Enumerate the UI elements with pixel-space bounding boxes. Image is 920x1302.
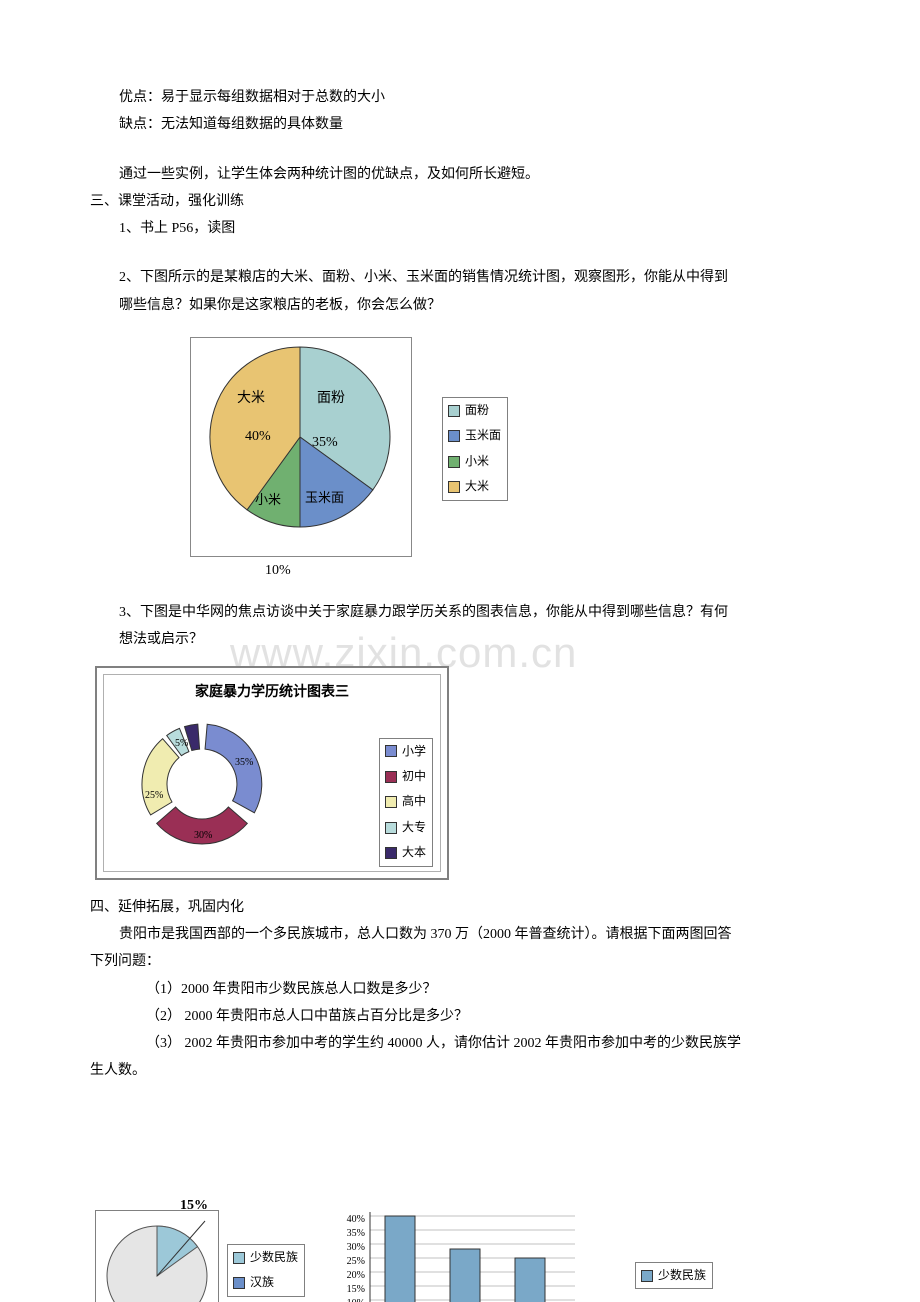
paragraph: 1、书上 P56，读图	[119, 215, 920, 242]
paragraph: 优点：易于显示每组数据相对于总数的大小	[119, 84, 920, 111]
bottom-pie-legend: 少数民族 汉族	[227, 1244, 305, 1297]
bar-2	[450, 1249, 480, 1302]
donut-legend: 小学 初中 高中 大专 大本	[379, 738, 433, 867]
pie-pct-flour: 35%	[312, 429, 338, 456]
bar-1	[385, 1216, 415, 1302]
pie-label-rice: 大米	[237, 385, 265, 412]
question: （1）2000 年贵阳市少数民族总人口数是多少？	[146, 976, 920, 1003]
pie-pct-millet: 10%	[265, 557, 291, 584]
grain-pie-chart: 大米 面粉 40% 35% 小米 玉米面 10% 面粉 玉米面 小米 大米	[190, 337, 550, 597]
bar-svg	[345, 1192, 625, 1302]
paragraph: 哪些信息？如果你是这家粮店的老板，你会怎么做？	[119, 292, 920, 319]
question: 生人数。	[90, 1057, 920, 1084]
donut-svg	[107, 706, 307, 876]
donut-pct-jr: 30%	[194, 826, 212, 846]
question: （2） 2000 年贵阳市总人口中苗族占百分比是多少？	[146, 1003, 920, 1030]
paragraph: 想法或启示？	[119, 626, 920, 653]
donut-pct-prim: 35%	[235, 753, 253, 773]
bottom-pie-svg	[96, 1211, 218, 1302]
pie-label-corn: 玉米面	[305, 485, 344, 510]
paragraph: 2、下图所示的是某粮店的大米、面粉、小米、玉米面的销售情况统计图，观察图形，你能…	[119, 264, 920, 291]
pie-label-millet: 小米	[255, 487, 281, 512]
bottom-charts: 15% 少数民族 汉族 40% 35% 30% 25% 20% 15% 10%	[95, 1192, 835, 1302]
bar-legend: 少数民族	[635, 1262, 713, 1289]
donut-title: 家庭暴力学历统计图表三	[97, 678, 447, 705]
bar-3	[515, 1258, 545, 1302]
paragraph: 贵阳市是我国西部的一个多民族城市，总人口数为 370 万（2000 年普查统计）…	[119, 921, 920, 948]
question: （3） 2002 年贵阳市参加中考的学生约 40000 人，请你估计 2002 …	[146, 1030, 920, 1057]
donut-pct-col: 5%	[175, 734, 188, 754]
paragraph: 3、下图是中华网的焦点访谈中关于家庭暴力跟学历关系的图表信息，你能从中得到哪些信…	[119, 599, 920, 626]
paragraph: 下列问题：	[90, 948, 920, 975]
violence-donut-chart: 家庭暴力学历统计图表三 35% 30% 25% 5% 小学 初中 高中	[95, 666, 449, 880]
pie-label-flour: 面粉	[317, 385, 345, 412]
section-heading: 四、延伸拓展，巩固内化	[90, 894, 920, 921]
pie-pct-rice: 40%	[245, 423, 271, 450]
donut-pct-sr: 25%	[145, 786, 163, 806]
paragraph: 缺点：无法知道每组数据的具体数量	[119, 111, 920, 138]
pie-svg	[190, 337, 410, 555]
section-heading: 三、课堂活动，强化训练	[90, 188, 920, 215]
paragraph: 通过一些实例，让学生体会两种统计图的优缺点，及如何所长避短。	[119, 161, 920, 188]
pie1-legend: 面粉 玉米面 小米 大米	[442, 397, 508, 501]
